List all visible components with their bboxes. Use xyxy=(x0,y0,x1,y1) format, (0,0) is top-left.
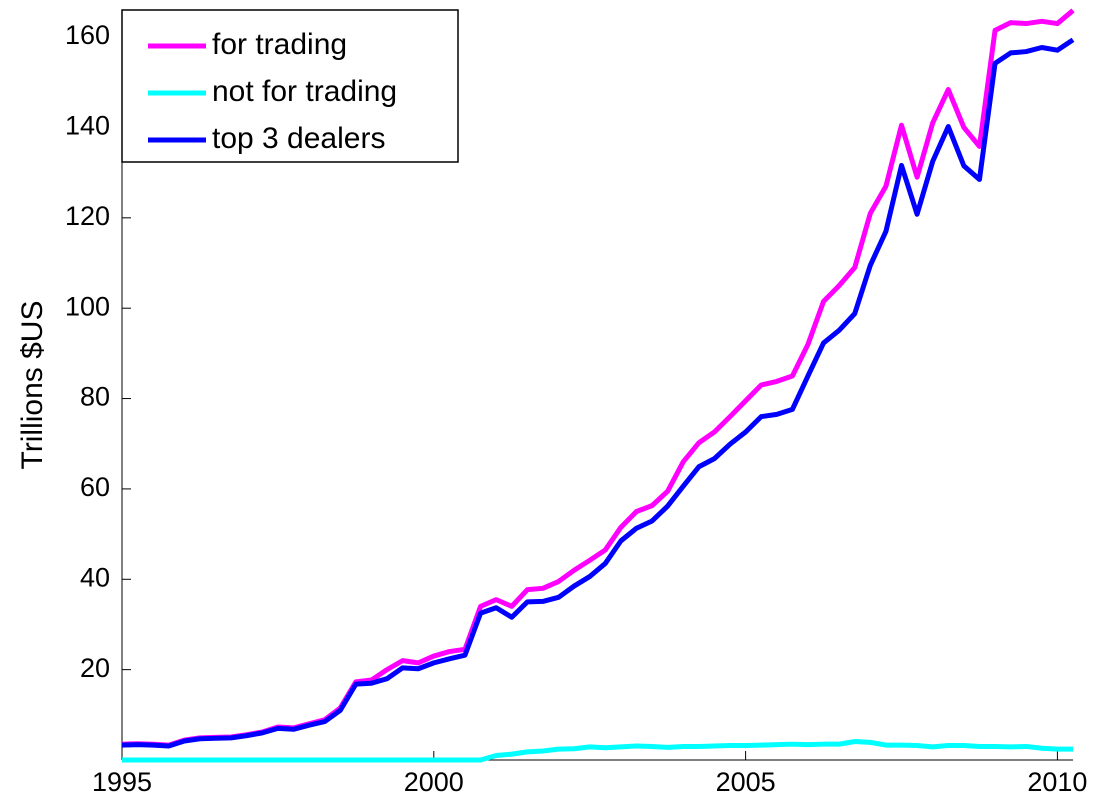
y-tick-label: 80 xyxy=(80,382,110,412)
y-tick-label: 20 xyxy=(80,653,110,683)
y-tick-label: 160 xyxy=(65,20,110,50)
x-tick-label: 2010 xyxy=(1027,767,1087,797)
y-tick-label: 100 xyxy=(65,291,110,321)
x-tick-label: 2005 xyxy=(716,767,776,797)
x-tick-label: 2000 xyxy=(404,767,464,797)
legend-label: for trading xyxy=(212,28,347,61)
x-tick-label: 1995 xyxy=(92,767,152,797)
legend-label: not for trading xyxy=(212,75,397,108)
legend-box xyxy=(121,9,459,163)
y-tick-label: 60 xyxy=(80,472,110,502)
y-tick-label: 40 xyxy=(80,562,110,592)
series-line xyxy=(122,738,1073,763)
series-line xyxy=(121,37,1075,749)
y-tick-label: 120 xyxy=(65,201,110,231)
y-axis-label: Trillions $US xyxy=(16,301,49,470)
legend-label: top 3 dealers xyxy=(212,122,385,155)
y-tick-label: 140 xyxy=(65,111,110,141)
